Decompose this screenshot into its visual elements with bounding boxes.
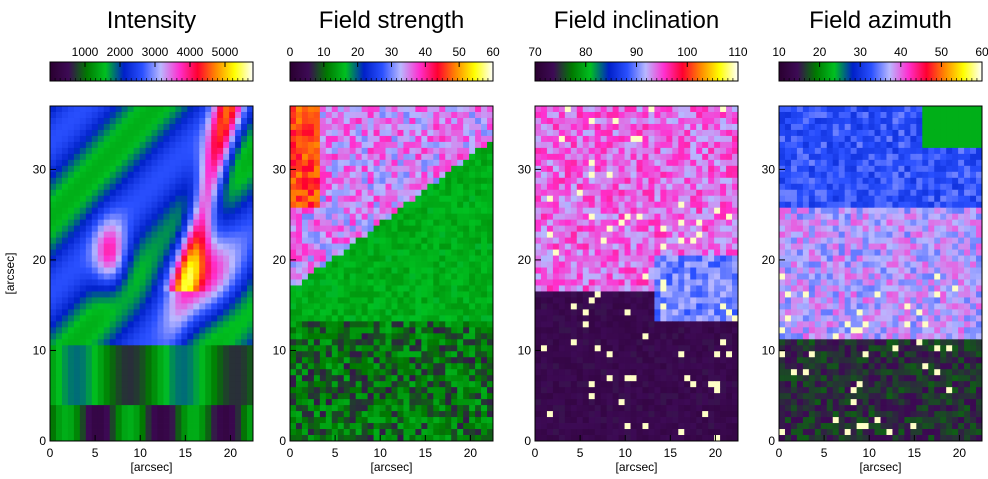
panel-title: Field azimuth [809, 7, 952, 34]
x-axis-label: [arcsec] [615, 460, 657, 474]
colorbar-tick-label: 30 [385, 45, 399, 59]
plot-frame [778, 105, 983, 442]
x-axis-label: [arcsec] [859, 460, 901, 474]
colorbar-tick-label: 20 [813, 45, 827, 59]
colorbar-tick-label: 60 [486, 45, 500, 59]
panel-4: Field azimuth 10 20 30 40 50 60 0 5 10 15 20 0 10 20 30… [762, 7, 988, 474]
x-tick-label: 20 [953, 446, 967, 460]
y-tick-label: 10 [518, 343, 532, 357]
colorbar-tick-label: 50 [452, 45, 466, 59]
colorbar-tick-label: 2000 [107, 45, 134, 59]
y-tick-label: 0 [279, 434, 286, 448]
y-tick-label: 0 [39, 434, 46, 448]
y-tick-label: 30 [33, 162, 47, 176]
heatmap-raster [50, 106, 254, 442]
colorbar-tick-label: 10 [317, 45, 331, 59]
colorbar-tick-label: 30 [854, 45, 868, 59]
heatmap-raster [290, 106, 494, 442]
colorbar-tick-label: 20 [351, 45, 365, 59]
panel-2: Field strength 0 10 20 30 40 50 60 0 5 10 15 20 0 10 20… [273, 7, 500, 474]
colorbar-tick-label: 50 [935, 45, 949, 59]
panel-1: Intensity 1000 2000 3000 4000 5000 0 5 10 15 20 0 10… [3, 7, 254, 474]
x-tick-label: 10 [134, 446, 148, 460]
x-axis-label: [arcsec] [370, 460, 412, 474]
panel-3: Field inclination 70 80 90 100 110 0 5 10 15 20 0 10… [518, 7, 748, 474]
y-tick-label: 30 [762, 162, 776, 176]
colorbar-tick-label: 110 [728, 45, 747, 59]
colorbar-tick-label: 5000 [212, 45, 239, 59]
x-tick-label: 0 [532, 446, 539, 460]
x-tick-label: 10 [619, 446, 633, 460]
colorbar-tick-label: 70 [528, 45, 542, 59]
y-tick-label: 20 [33, 253, 47, 267]
colorbar-tick-label: 40 [419, 45, 433, 59]
x-tick-label: 0 [776, 446, 783, 460]
x-tick-label: 10 [374, 446, 388, 460]
y-tick-label: 20 [762, 253, 776, 267]
x-tick-label: 0 [287, 446, 294, 460]
y-tick-label: 10 [762, 343, 776, 357]
plot-frame [289, 105, 494, 442]
x-tick-label: 5 [332, 446, 339, 460]
panel-title: Intensity [107, 7, 196, 34]
colorbar-tick-label: 1000 [72, 45, 99, 59]
plot-frame [49, 105, 254, 442]
x-tick-label: 15 [908, 446, 922, 460]
y-tick-label: 0 [524, 434, 531, 448]
x-tick-label: 20 [464, 446, 478, 460]
x-axis-label: [arcsec] [130, 460, 172, 474]
colorbar-tick-label: 90 [630, 45, 644, 59]
colorbar-tick-label: 40 [894, 45, 908, 59]
x-tick-label: 20 [224, 446, 238, 460]
panel-title: Field strength [319, 7, 464, 34]
x-tick-label: 5 [577, 446, 584, 460]
colorbar-tick-label: 0 [287, 45, 294, 59]
x-tick-label: 15 [179, 446, 193, 460]
x-tick-label: 5 [821, 446, 828, 460]
plot-frame [534, 105, 739, 442]
y-tick-label: 20 [518, 253, 532, 267]
y-tick-label: 30 [518, 162, 532, 176]
colorbar-tick-label: 60 [975, 45, 988, 59]
x-tick-label: 15 [419, 446, 433, 460]
heatmap-raster [535, 106, 739, 442]
x-tick-label: 10 [863, 446, 877, 460]
colorbar-tick-label: 100 [677, 45, 697, 59]
colorbar-tick-label: 4000 [177, 45, 204, 59]
y-tick-label: 0 [768, 434, 775, 448]
y-tick-label: 10 [33, 343, 47, 357]
y-tick-label: 10 [273, 343, 287, 357]
y-axis-label: [arcsec] [3, 252, 17, 294]
y-tick-label: 20 [273, 253, 287, 267]
colorbar-tick-label: 80 [579, 45, 593, 59]
colorbar-tick-label: 3000 [142, 45, 169, 59]
x-tick-label: 15 [664, 446, 678, 460]
x-tick-label: 5 [92, 446, 99, 460]
x-tick-label: 0 [47, 446, 54, 460]
x-tick-label: 20 [709, 446, 723, 460]
colorbar-tick-label: 10 [772, 45, 786, 59]
panel-title: Field inclination [554, 7, 719, 34]
y-tick-label: 30 [273, 162, 287, 176]
heatmap-raster [779, 106, 983, 442]
